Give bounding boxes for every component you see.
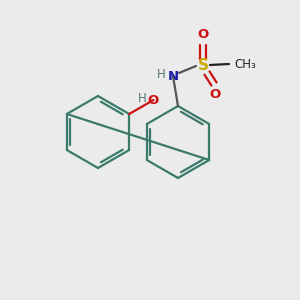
Text: O: O: [197, 28, 208, 41]
Text: H: H: [157, 68, 165, 80]
Text: H: H: [138, 92, 146, 106]
Text: N: N: [167, 70, 178, 83]
Text: CH₃: CH₃: [234, 58, 256, 70]
Text: O: O: [209, 88, 220, 100]
Text: S: S: [197, 58, 208, 74]
Text: O: O: [148, 94, 159, 106]
